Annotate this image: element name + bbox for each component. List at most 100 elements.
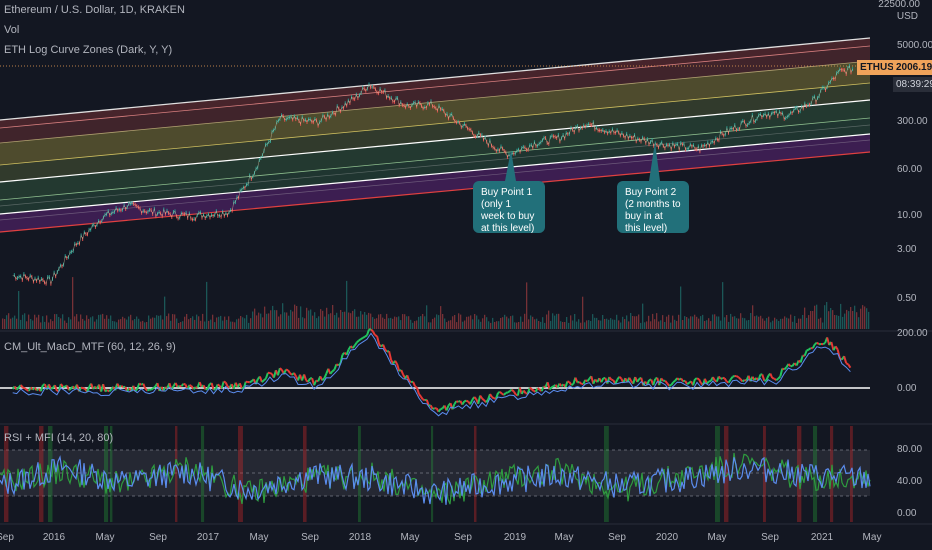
volume-bar — [646, 321, 648, 329]
macd-line-segment — [138, 382, 142, 386]
buy-point-1-callout[interactable]: Buy Point 1 (only 1 week to buy at this … — [473, 181, 545, 234]
macd-line-segment — [775, 377, 779, 382]
volume-bar — [846, 309, 848, 329]
rsi-pane-title[interactable]: RSI + MFI (14, 20, 80) — [4, 432, 114, 444]
volume-bar — [348, 312, 350, 329]
volume-bar — [460, 314, 462, 329]
volume-bar — [96, 319, 98, 329]
volume-bar — [334, 315, 336, 329]
macd-line-segment — [781, 367, 785, 371]
macd-pane-title[interactable]: CM_Ult_MacD_MTF (60, 12, 26, 9) — [4, 341, 176, 353]
volume-bar — [424, 316, 426, 329]
rsi-highlight-column — [763, 426, 766, 522]
volume-bar — [474, 314, 476, 329]
macd-line-segment — [116, 383, 121, 388]
macd-line-segment — [331, 368, 336, 373]
macd-line-segment — [668, 384, 672, 387]
macd-line-segment — [416, 387, 420, 395]
volume-bar — [700, 316, 702, 329]
macd-line-segment — [525, 392, 528, 395]
macd-line-segment — [473, 396, 477, 400]
x-tick-label: May — [401, 532, 420, 543]
macd-line-segment — [24, 387, 28, 391]
volume-bar — [704, 321, 706, 329]
volume-bar — [552, 313, 554, 329]
volume-bar — [818, 318, 820, 329]
volume-bar — [824, 305, 826, 329]
volume-bar — [320, 309, 322, 329]
volume-bar — [342, 312, 344, 329]
macd-line-segment — [134, 388, 139, 392]
volume-bar — [522, 321, 524, 329]
x-tick-label: 2021 — [811, 532, 834, 543]
volume-bar — [46, 315, 48, 329]
volume-bar — [196, 314, 198, 329]
macd-line-segment — [341, 351, 346, 356]
buy-point-2-callout[interactable]: Buy Point 2 (2 months to buy in at this … — [617, 181, 689, 234]
log-zone-line — [0, 45, 871, 129]
volume-bar — [866, 308, 868, 329]
macd-line-segment — [799, 355, 804, 363]
macd-line-segment — [104, 389, 108, 393]
macd-line-segment — [811, 343, 816, 349]
x-tick-label: Sep — [301, 532, 319, 543]
macd-line-segment — [682, 379, 686, 383]
macd-line-segment — [162, 386, 167, 391]
volume-bar — [86, 315, 88, 329]
volume-bar — [294, 304, 296, 329]
macd-line-segment — [723, 377, 728, 383]
macd-line-segment — [564, 381, 569, 388]
volume-bar — [354, 309, 356, 329]
volume-bar — [26, 321, 28, 329]
volume-bar — [690, 316, 692, 329]
macd-line-segment — [263, 377, 267, 382]
volume-bar — [650, 321, 652, 329]
volume-bar — [566, 317, 568, 329]
macd-line-segment — [769, 373, 774, 379]
macd-line-segment — [499, 391, 503, 395]
volume-bar — [380, 314, 382, 329]
legend-zones[interactable]: ETH Log Curve Zones (Dark, Y, Y) — [4, 44, 173, 56]
legend-title[interactable]: Ethereum / U.S. Dollar, 1D, KRAKEN — [4, 4, 185, 16]
macd-line-segment — [364, 334, 368, 338]
macd-line-segment — [142, 383, 147, 389]
volume-bar — [30, 319, 32, 329]
macd-line-segment — [429, 404, 434, 410]
volume-bar — [28, 314, 30, 329]
legend-vol[interactable]: Vol — [4, 24, 20, 36]
volume-bar — [48, 322, 50, 329]
volume-bar — [730, 313, 732, 329]
volume-bar — [680, 286, 682, 329]
macd-tick-label: 0.00 — [897, 383, 917, 394]
macd-line-segment — [485, 398, 489, 403]
volume-bar — [110, 315, 112, 329]
macd-line-segment — [289, 372, 293, 376]
volume-bar — [448, 320, 450, 329]
macd-line-segment — [739, 378, 744, 383]
volume-bar — [382, 317, 384, 329]
macd-line-segment — [464, 399, 467, 403]
volume-bar — [774, 317, 776, 329]
volume-bar — [760, 315, 762, 329]
macd-line-segment — [422, 398, 426, 402]
volume-bar — [350, 313, 352, 329]
macd-line-segment — [321, 377, 325, 382]
buy-point-2-pointer — [649, 142, 660, 181]
rsi-tick-label: 0.00 — [897, 508, 917, 519]
volume-bar — [226, 319, 228, 329]
macd-line-segment — [696, 377, 700, 381]
macd-line-segment — [495, 392, 499, 399]
volume-bar — [210, 319, 212, 329]
volume-bar — [144, 322, 146, 329]
volume-bar — [724, 317, 726, 329]
macd-line-segment — [666, 382, 670, 387]
volume-bar — [296, 306, 298, 329]
log-zone-band — [0, 38, 870, 128]
volume-bar — [300, 306, 302, 329]
volume-bar — [378, 314, 380, 329]
volume-bar — [224, 316, 226, 329]
volume-bar — [202, 313, 204, 329]
volume-bar — [498, 321, 500, 329]
volume-bar — [168, 313, 170, 329]
